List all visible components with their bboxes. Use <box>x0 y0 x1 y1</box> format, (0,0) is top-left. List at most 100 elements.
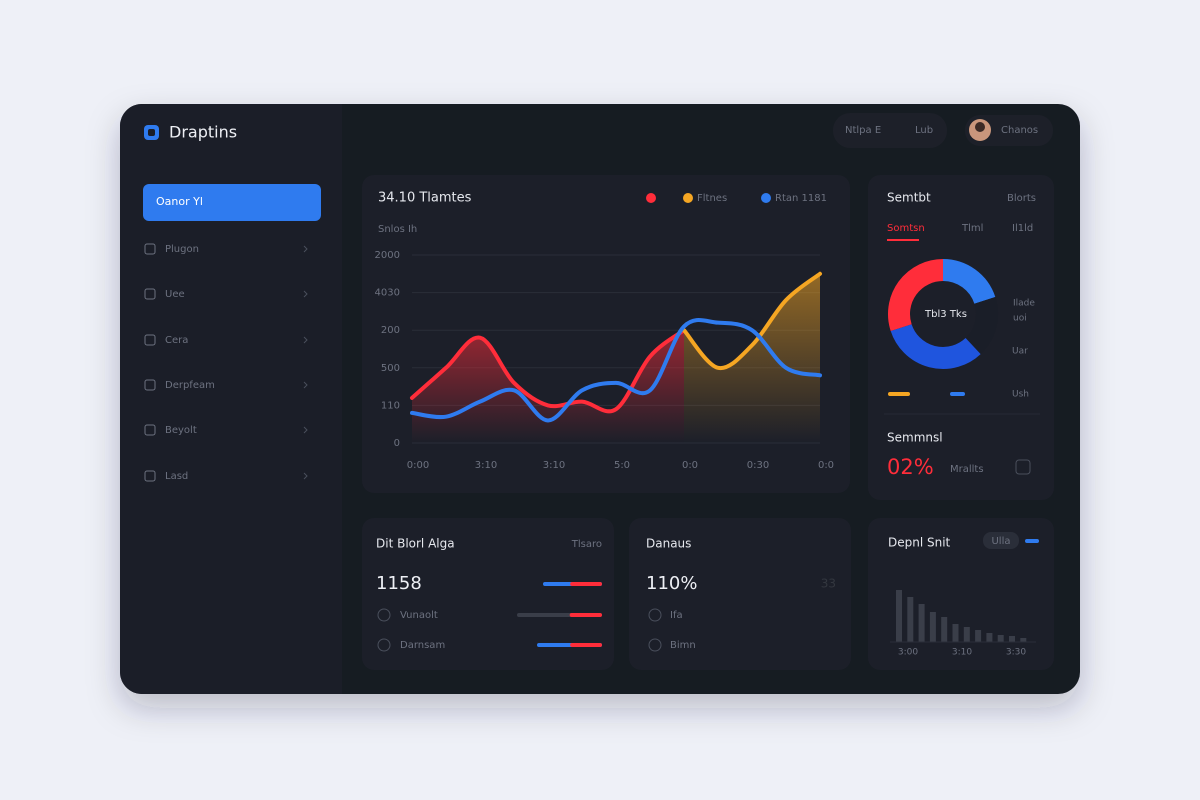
bar <box>1020 638 1027 642</box>
chart-title: 34.10 Tlamtes <box>378 191 472 206</box>
search[interactable] <box>833 113 947 148</box>
side-label: Ush <box>1012 390 1029 400</box>
bar <box>941 617 948 642</box>
card-side: 33 <box>821 577 836 591</box>
line <box>410 318 822 423</box>
nav-label[interactable]: Cera <box>165 335 188 346</box>
nav-chevron <box>303 472 308 480</box>
nav-icon <box>144 470 156 482</box>
nav-label[interactable]: Uee <box>165 289 185 300</box>
card-row: Bimn <box>670 640 696 651</box>
nav-label[interactable]: Lasd <box>165 471 188 482</box>
bar <box>975 630 982 642</box>
legend-dot <box>761 193 771 203</box>
y-tick-label: 4030 <box>375 288 400 299</box>
chart-subtitle: Snlos Ih <box>378 224 417 235</box>
bar <box>896 590 902 642</box>
y-tick-label: 200 <box>381 325 400 336</box>
side-label: Ilade <box>1013 299 1035 309</box>
y-tick-label: 500 <box>381 363 400 374</box>
row-icon <box>377 638 391 652</box>
badge-mark <box>1025 539 1039 543</box>
card-row: Vunaolt <box>400 610 438 621</box>
bar <box>1009 636 1015 642</box>
bar-title: Depnl Snit <box>888 536 951 550</box>
brand: Draptins <box>169 123 237 142</box>
stat-icon[interactable] <box>1015 459 1031 475</box>
side-action[interactable]: Blorts <box>1007 193 1036 204</box>
nav-label[interactable]: Plugon <box>165 244 199 255</box>
x-tick-label: 3:10 <box>543 460 565 471</box>
nav-label[interactable]: Beyolt <box>165 425 197 436</box>
area <box>412 330 684 443</box>
progress-fill <box>570 643 602 647</box>
nav-active[interactable] <box>143 184 321 221</box>
bar <box>963 627 970 642</box>
area <box>684 273 820 443</box>
donut-segment <box>888 259 944 331</box>
row-icon <box>377 608 391 622</box>
side-card <box>868 175 1054 500</box>
bar <box>986 633 993 642</box>
x-tick-label: 0:0 <box>818 460 834 471</box>
row-icon <box>648 608 662 622</box>
donut-center: Tbl3 Tks <box>924 309 967 320</box>
side-label: uoi <box>1013 314 1027 324</box>
avatar-head <box>975 122 985 132</box>
legend-dot <box>683 193 693 203</box>
stat-label: Semmnsl <box>887 431 943 445</box>
badge[interactable] <box>983 532 1019 549</box>
nav-chevron <box>303 245 308 253</box>
card-row: Darnsam <box>400 640 445 651</box>
bar <box>907 597 914 642</box>
x-tick-label: 0:0 <box>682 460 698 471</box>
card-title: Dit Blorl Alga <box>376 537 455 551</box>
legend-label: Fltnes <box>697 193 727 204</box>
nav-chevron <box>303 381 308 389</box>
x-tick-label: 3:10 <box>475 460 497 471</box>
card-row: Ifa <box>670 610 683 621</box>
nav-label[interactable]: Derpfeam <box>165 380 215 391</box>
progress-fill <box>569 613 602 617</box>
bar <box>918 604 925 642</box>
line <box>682 271 822 371</box>
stat-value: 02% <box>887 455 934 479</box>
tab[interactable]: Tlml <box>961 223 983 234</box>
legend-dot <box>646 193 656 203</box>
donut-segment <box>965 297 998 355</box>
x-tick-label: 0:30 <box>747 460 769 471</box>
y-tick-label: 110 <box>381 400 400 411</box>
tab[interactable]: Somtsn <box>887 223 925 234</box>
legend-bar <box>888 392 910 396</box>
nav-chevron <box>303 336 308 344</box>
nav-label: Oanor Yl <box>156 195 203 208</box>
nav-icon <box>144 288 156 300</box>
bar <box>952 624 959 642</box>
side-label: Uar <box>1012 347 1028 357</box>
nav-icon <box>144 379 156 391</box>
progress-fill <box>570 582 602 586</box>
donut-segment <box>890 323 981 369</box>
badge-text: Ulla <box>991 536 1010 547</box>
line <box>410 328 686 414</box>
card-value: 110% <box>646 573 697 594</box>
search-text: Ntlpa E <box>845 125 881 136</box>
nav-chevron <box>303 290 308 298</box>
logo-inner <box>148 129 155 136</box>
x-tick-label: 3:00 <box>898 648 918 658</box>
card-value: 1158 <box>376 573 422 594</box>
card-title: Danaus <box>646 537 691 551</box>
legend-bar <box>950 392 965 396</box>
tab[interactable]: Il1ld <box>1012 223 1033 234</box>
nav-icon <box>144 334 156 346</box>
user-name: Chanos <box>1001 125 1038 136</box>
nav-icon <box>144 424 156 436</box>
stat-note: Mrallts <box>950 464 984 475</box>
card-1 <box>362 518 614 670</box>
header-link[interactable]: Lub <box>915 125 933 136</box>
row-icon <box>648 638 662 652</box>
nav-icon <box>144 243 156 255</box>
card-action[interactable]: Tlsaro <box>571 539 602 550</box>
